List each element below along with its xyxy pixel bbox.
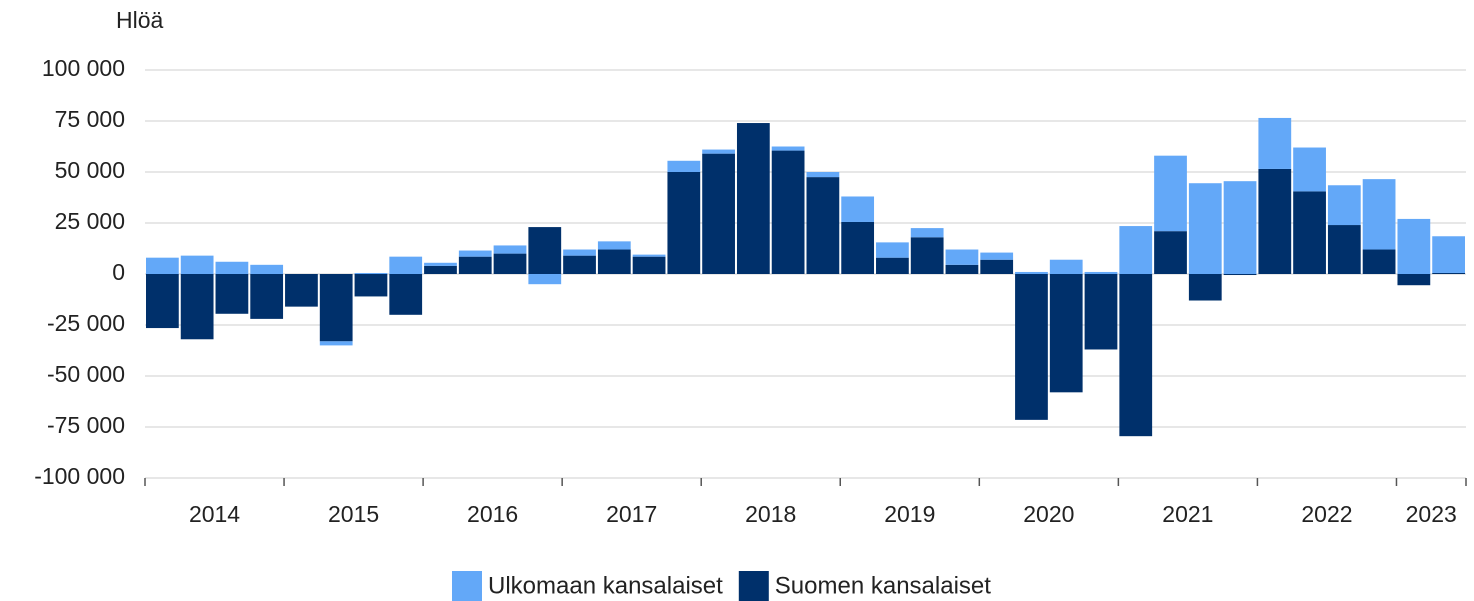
x-tick-label: 2014 (189, 501, 240, 527)
bar-segment (354, 274, 388, 297)
bar-segment (910, 237, 944, 274)
bar-segment (1327, 185, 1361, 226)
bar-segment (528, 274, 562, 285)
x-tick-label: 2022 (1301, 501, 1352, 527)
legend-swatch (452, 571, 482, 601)
bar-segment (146, 274, 179, 329)
bar-segment (1362, 179, 1396, 250)
bar-segment (458, 256, 492, 274)
bar-segment (1258, 168, 1292, 274)
bar-segment (1119, 274, 1153, 437)
bar-segment (771, 150, 805, 274)
bar-segment (563, 249, 596, 256)
bar-segment (493, 253, 527, 274)
bar-segment (597, 249, 631, 274)
bar-segment (1397, 274, 1431, 286)
bar-segment (632, 256, 666, 274)
bar-segment (910, 228, 944, 238)
bar-segment (180, 274, 214, 340)
bar-segment (1015, 274, 1048, 420)
bar-segment (1362, 249, 1396, 274)
bar-segment (389, 274, 423, 315)
y-tick-label: -50 000 (47, 361, 125, 387)
bar-segment (1119, 226, 1153, 274)
bar-segment (1154, 231, 1187, 274)
bar-segment (1293, 147, 1326, 192)
x-tick-label: 2018 (745, 501, 796, 527)
x-tick-label: 2016 (467, 501, 518, 527)
bar-segment (876, 242, 909, 258)
y-tick-label: 25 000 (55, 208, 125, 234)
bar-segment (215, 274, 249, 314)
x-tick-label: 2023 (1406, 501, 1457, 527)
bar-segment (528, 227, 562, 274)
bar-segment (1223, 274, 1257, 276)
bar-segment (1223, 181, 1257, 274)
bar-segment (806, 177, 840, 274)
bar-segment (1327, 225, 1361, 274)
y-tick-label: 50 000 (55, 157, 125, 183)
bar-segment (632, 254, 666, 257)
bar-segment (702, 149, 735, 154)
bar-segment (1432, 272, 1465, 274)
bar-segment (250, 264, 284, 274)
bar-segment (667, 172, 701, 274)
bar-segment (736, 123, 770, 274)
bar-segment (424, 265, 457, 274)
bar-segment (319, 341, 353, 346)
bar-segment (215, 261, 249, 274)
y-tick-label: -25 000 (47, 310, 125, 336)
bar-segment (493, 245, 527, 254)
bar-segment (1258, 117, 1292, 169)
bar-segment (250, 274, 284, 319)
bar-segment (980, 252, 1014, 260)
bar-segment (354, 272, 388, 274)
bar-segment (180, 255, 214, 274)
bar-segment (1049, 259, 1083, 274)
bar-segment (1015, 271, 1048, 274)
bar-segment (667, 160, 701, 172)
bar-segment (1154, 155, 1187, 232)
bar-segment (563, 255, 596, 274)
y-tick-label: 100 000 (42, 55, 125, 81)
bar-segment (146, 257, 179, 274)
bar-segment (1432, 236, 1465, 273)
bar-segment (1188, 183, 1222, 274)
y-tick-label: -100 000 (34, 463, 125, 489)
bar-segment (389, 256, 423, 274)
x-tick-label: 2015 (328, 501, 379, 527)
y-tick-label: 0 (112, 259, 125, 285)
legend-swatch (738, 571, 769, 601)
bar-segment (771, 146, 805, 151)
bar-segment (319, 274, 353, 342)
bar-segment (1188, 274, 1222, 301)
bar-segment (285, 274, 318, 307)
bar-segment (1084, 274, 1118, 350)
y-tick-label: -75 000 (47, 412, 125, 438)
y-tick-label: 75 000 (55, 106, 125, 132)
legend-label: Ulkomaan kansalaiset (488, 572, 723, 599)
x-tick-label: 2019 (884, 501, 935, 527)
bar-segment (1293, 191, 1326, 274)
legend-label: Suomen kansalaiset (775, 572, 991, 599)
bar-segment (597, 241, 631, 250)
bar-segment (702, 153, 735, 274)
x-tick-label: 2020 (1023, 501, 1074, 527)
bar-segment (945, 264, 979, 274)
bar-segment (1084, 271, 1118, 274)
bar-segment (1049, 274, 1083, 393)
bar-segment (458, 250, 492, 257)
bar-segment (841, 196, 875, 222)
y-axis-label: Hlöä (116, 7, 164, 33)
bar-segment (980, 259, 1014, 274)
bar-segment (945, 249, 979, 265)
x-tick-label: 2017 (606, 501, 657, 527)
bar-segment (806, 172, 840, 178)
bar-segment (1397, 218, 1431, 274)
bar-segment (424, 262, 457, 266)
x-tick-label: 2021 (1162, 501, 1213, 527)
bar-segment (876, 257, 909, 274)
bar-segment (841, 221, 875, 274)
